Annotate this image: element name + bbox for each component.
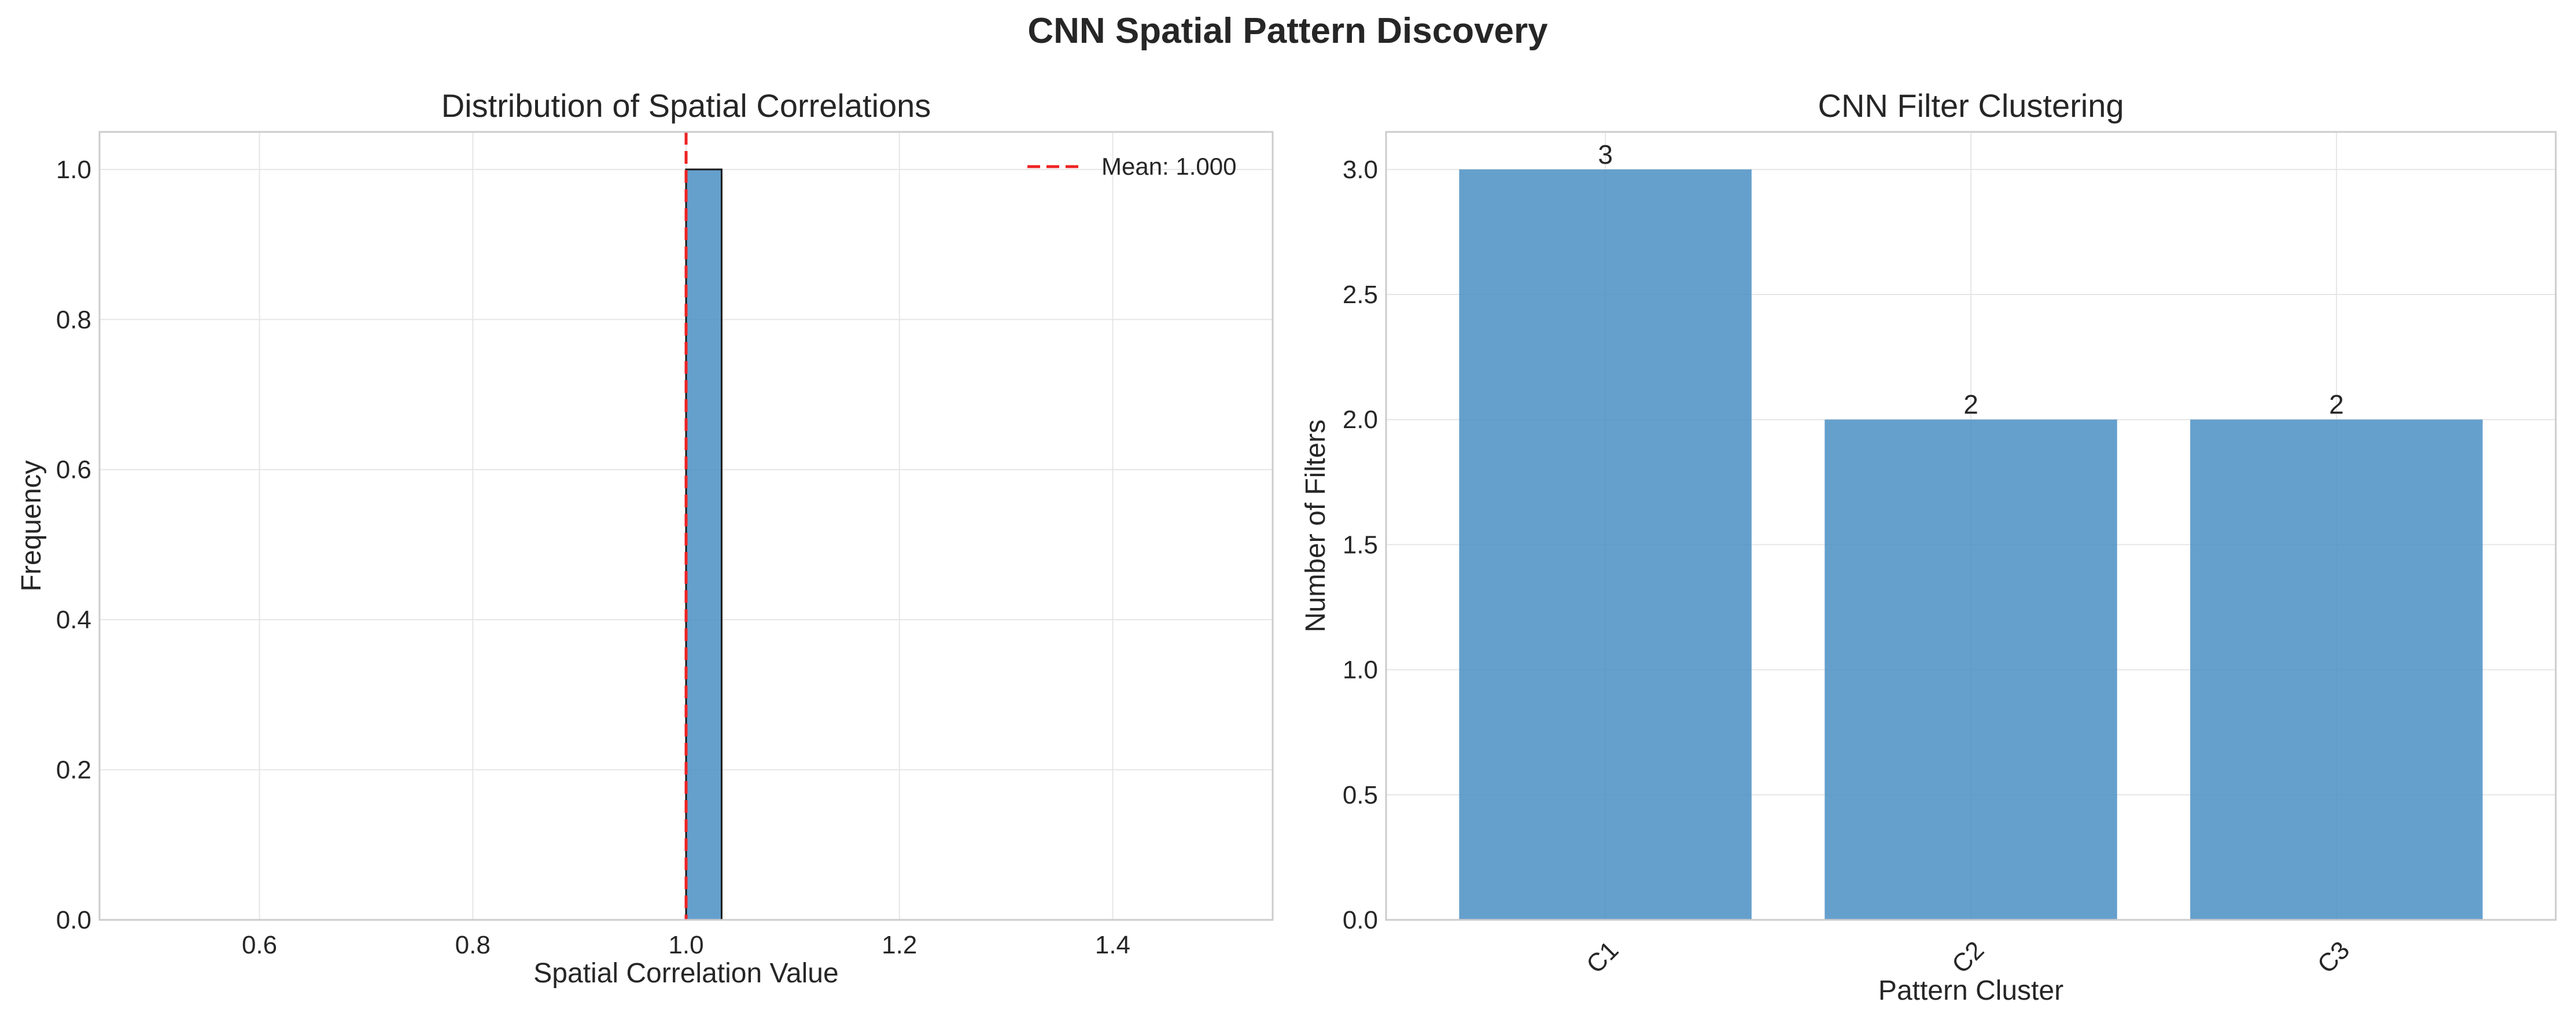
cluster-bar — [1459, 169, 1752, 920]
histogram-x-axis-label: Spatial Correlation Value — [533, 958, 838, 989]
cluster-bar — [2190, 419, 2483, 920]
y-tick-label: 2.5 — [1343, 281, 1378, 309]
cluster-bars: 3 2 2 — [1459, 139, 2483, 920]
y-tick-label: 0.4 — [56, 606, 91, 634]
cluster-y-axis-label: Number of Filters — [1300, 419, 1331, 632]
bar-value-label: 2 — [2329, 389, 2344, 419]
x-tick-label: 0.8 — [455, 931, 491, 959]
x-tick-label: 0.6 — [242, 931, 277, 959]
x-tick-label: 1.0 — [668, 931, 703, 959]
histogram-y-axis-label: Frequency — [16, 461, 47, 592]
y-tick-label: 3.0 — [1343, 156, 1378, 184]
y-tick-label: 1.0 — [1343, 656, 1378, 684]
histogram-panel: Distribution of Spatial Correlations 0.6… — [16, 87, 1274, 989]
y-tick-label: 0.0 — [56, 906, 91, 934]
cluster-chart-title: CNN Filter Clustering — [1818, 87, 2124, 124]
x-tick-label: C2 — [1947, 936, 1989, 979]
x-tick-label: C3 — [2312, 936, 2355, 979]
histogram-x-ticks: 0.6 0.8 1.0 1.2 1.4 — [242, 931, 1130, 959]
bar-value-label: 2 — [1963, 389, 1978, 419]
y-tick-label: 1.5 — [1343, 531, 1378, 559]
histogram-frame — [98, 131, 1274, 921]
cluster-panel: CNN Filter Clustering 3 2 2 C1 C2 C3 0.0 0.5 1… — [1300, 87, 2557, 1006]
y-tick-label: 0.0 — [1343, 906, 1378, 934]
legend: Mean: 1.000 — [1027, 153, 1237, 180]
histogram-bar — [685, 168, 723, 921]
x-tick-label: C1 — [1581, 936, 1624, 979]
histogram-y-ticks: 0.0 0.2 0.4 0.6 0.8 1.0 — [56, 156, 91, 934]
y-tick-label: 1.0 — [56, 156, 91, 184]
figure-title: CNN Spatial Pattern Discovery — [1027, 11, 1548, 51]
cluster-x-ticks: C1 C2 C3 — [1581, 936, 2355, 979]
histogram-title: Distribution of Spatial Correlations — [441, 87, 931, 124]
cluster-frame — [1385, 131, 2557, 921]
cluster-bar — [1825, 419, 2117, 920]
y-tick-label: 0.2 — [56, 756, 91, 784]
y-tick-label: 0.6 — [56, 456, 91, 484]
x-tick-label: 1.4 — [1095, 931, 1130, 959]
y-tick-label: 2.0 — [1343, 406, 1378, 434]
cluster-x-axis-label: Pattern Cluster — [1878, 975, 2063, 1006]
y-tick-label: 0.8 — [56, 305, 91, 334]
histogram-bars — [685, 168, 723, 921]
cluster-y-ticks: 0.0 0.5 1.0 1.5 2.0 2.5 3.0 — [1343, 156, 1378, 934]
bar-value-label: 3 — [1598, 139, 1613, 170]
y-tick-label: 0.5 — [1343, 781, 1378, 809]
legend-mean-label: Mean: 1.000 — [1101, 153, 1237, 180]
x-tick-label: 1.2 — [882, 931, 917, 959]
